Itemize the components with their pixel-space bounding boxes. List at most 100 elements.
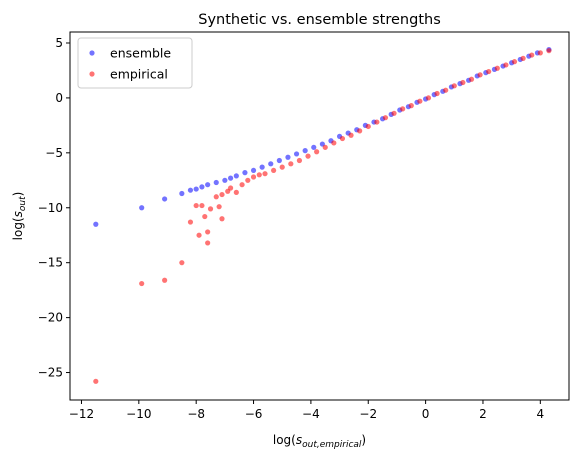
- empirical-point: [196, 232, 202, 238]
- empirical-point: [503, 62, 509, 68]
- empirical-point: [339, 135, 346, 142]
- empirical-point: [219, 191, 225, 198]
- empirical-point: [219, 216, 225, 222]
- x-tick-label: 4: [537, 407, 545, 421]
- empirical-point: [239, 182, 245, 188]
- empirical-point: [520, 55, 526, 61]
- axes-frame: [69, 31, 570, 401]
- empirical-point: [348, 132, 354, 138]
- empirical-point: [382, 115, 389, 121]
- empirical-point: [279, 164, 285, 170]
- empirical-point: [443, 87, 449, 93]
- empirical-point: [245, 177, 251, 183]
- y-tick-label: −20: [38, 311, 63, 325]
- empirical-point: [179, 260, 185, 266]
- y-tick-label: 5: [55, 36, 63, 50]
- x-tick-label: −2: [359, 407, 377, 421]
- empirical-point: [256, 172, 262, 178]
- empirical-point: [374, 119, 380, 125]
- empirical-point: [205, 229, 211, 235]
- empirical-point: [262, 171, 268, 177]
- ensemble-point: [233, 173, 239, 179]
- ensemble-point: [93, 221, 99, 227]
- empirical-point: [250, 174, 257, 180]
- y-tick-label: −5: [45, 146, 63, 160]
- ensemble-point: [268, 161, 274, 167]
- ensemble-point: [205, 182, 211, 188]
- ensemble-point: [139, 205, 145, 211]
- empirical-point: [227, 185, 234, 191]
- empirical-point: [494, 65, 500, 71]
- empirical-point: [425, 95, 432, 101]
- ensemble-point: [193, 186, 199, 192]
- empirical-point: [233, 189, 239, 195]
- empirical-point: [511, 59, 518, 65]
- plot-layer: [93, 46, 552, 384]
- legend-box: [77, 37, 193, 89]
- ensemble-point: [242, 170, 248, 176]
- x-tick-label: −10: [126, 407, 151, 421]
- legend-marker-ensemble: [89, 50, 95, 56]
- empirical-point: [460, 79, 466, 86]
- y-tick-label: −25: [38, 366, 63, 380]
- empirical-point: [408, 103, 414, 109]
- legend-label-ensemble: ensemble: [110, 46, 171, 61]
- empirical-point: [529, 52, 535, 58]
- ensemble-point: [162, 196, 168, 202]
- y-tick-label: −10: [38, 201, 63, 215]
- empirical-point: [288, 161, 294, 167]
- x-tick-label: −6: [245, 407, 263, 421]
- ensemble-point: [250, 167, 257, 174]
- legend: ensemble empirical: [77, 37, 193, 89]
- empirical-point: [365, 123, 371, 130]
- ensemble-point: [302, 148, 308, 154]
- empirical-point: [213, 194, 219, 200]
- empirical-point: [207, 206, 214, 212]
- series-empirical: [93, 48, 552, 384]
- empirical-point: [205, 240, 211, 246]
- legend-label-empirical: empirical: [110, 67, 168, 82]
- empirical-point: [486, 68, 492, 75]
- y-tick-label: −15: [38, 256, 63, 270]
- chart-title: Synthetic vs. ensemble strengths: [198, 12, 441, 28]
- empirical-point: [193, 202, 199, 209]
- ensemble-point: [285, 154, 291, 160]
- tick-layer: −12 −10 −8 −6 −4 −2 0 2 4−25−20−15−10−505: [38, 36, 544, 421]
- empirical-point: [400, 106, 406, 112]
- x-tick-label: −4: [302, 407, 320, 421]
- ensemble-point: [187, 187, 194, 193]
- legend-marker-empirical: [89, 71, 95, 77]
- empirical-point: [546, 48, 552, 54]
- empirical-point: [331, 140, 337, 146]
- empirical-point: [537, 50, 543, 56]
- x-tick-label: −8: [187, 407, 205, 421]
- y-tick-label: 0: [55, 91, 63, 105]
- empirical-point: [417, 98, 423, 104]
- series-ensemble: [93, 46, 552, 227]
- ensemble-point: [179, 190, 185, 197]
- empirical-point: [357, 128, 363, 134]
- y-axis-label: log(sout): [11, 192, 28, 241]
- ensemble-point: [276, 157, 282, 164]
- empirical-point: [305, 153, 311, 159]
- ensemble-point: [199, 184, 205, 190]
- empirical-point: [271, 167, 277, 174]
- ensemble-point: [293, 151, 300, 157]
- x-tick-label: −12: [69, 407, 94, 421]
- ensemble-point: [311, 144, 317, 150]
- empirical-point: [468, 76, 475, 82]
- empirical-point: [187, 219, 194, 225]
- ensemble-point: [259, 164, 265, 170]
- empirical-point: [202, 213, 208, 220]
- ensemble-point: [213, 179, 219, 186]
- ensemble-point: [227, 175, 234, 181]
- empirical-point: [139, 280, 145, 287]
- empirical-point: [314, 149, 320, 155]
- empirical-point: [477, 72, 483, 78]
- empirical-point: [199, 202, 205, 209]
- empirical-point: [162, 277, 168, 283]
- empirical-point: [451, 83, 457, 89]
- x-axis-label: log(sout,empirical): [273, 433, 366, 450]
- ensemble-point: [222, 177, 228, 183]
